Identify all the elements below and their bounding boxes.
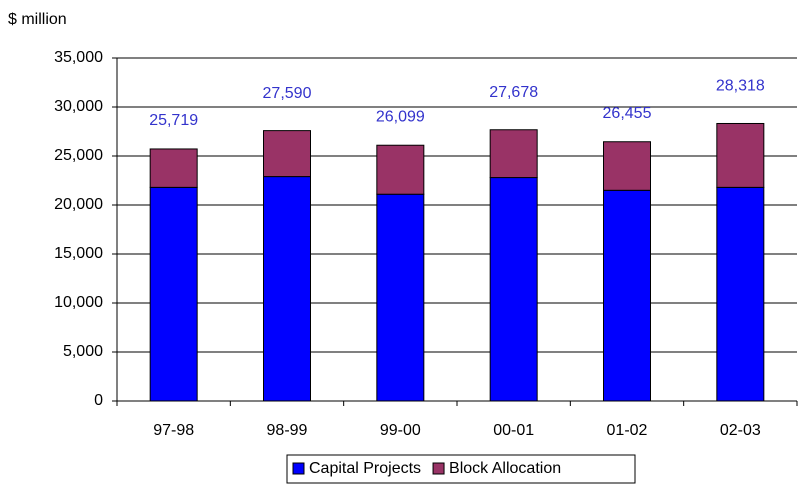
x-tick-label: 02-03 (720, 422, 761, 439)
bar-segment (376, 144, 425, 195)
y-tick-label: 35,000 (54, 49, 103, 66)
total-label: 26,099 (376, 108, 425, 125)
bar-segment (263, 176, 311, 402)
bar-segment (603, 141, 651, 191)
y-tick-label: 0 (94, 392, 103, 409)
bar-segment (489, 129, 538, 179)
y-tick-label: 20,000 (54, 196, 103, 213)
bar-segment (149, 186, 198, 402)
bar-segment (716, 186, 765, 402)
total-label: 27,678 (489, 84, 538, 101)
y-tick-label: 25,000 (54, 147, 103, 164)
x-tick-label: 98-99 (267, 422, 308, 439)
bar-segment (376, 193, 425, 402)
legend-label: Capital Projects (309, 460, 421, 477)
x-tick-label: 99-00 (380, 422, 421, 439)
total-label: 27,590 (263, 85, 312, 102)
y-axis-label: $ million (8, 11, 67, 28)
y-tick-label: 10,000 (54, 294, 103, 311)
x-tick-label: 00-01 (493, 422, 534, 439)
legend-swatch (292, 462, 305, 475)
bar-segment (716, 122, 765, 188)
legend-box (286, 454, 636, 484)
y-tick-label: 15,000 (54, 245, 103, 262)
legend-swatch (432, 462, 445, 475)
x-tick-label: 01-02 (607, 422, 648, 439)
total-label: 26,455 (603, 105, 652, 122)
y-tick-label: 30,000 (54, 98, 103, 115)
x-tick-label: 97-98 (153, 422, 194, 439)
y-tick-label: 5,000 (63, 343, 103, 360)
legend-label: Block Allocation (449, 460, 561, 477)
bar-segment (149, 148, 198, 188)
bar-segment (489, 177, 538, 402)
total-label: 25,719 (149, 112, 198, 129)
bar-segment (263, 130, 311, 178)
bar-segment (603, 189, 651, 402)
total-label: 28,318 (716, 78, 765, 95)
